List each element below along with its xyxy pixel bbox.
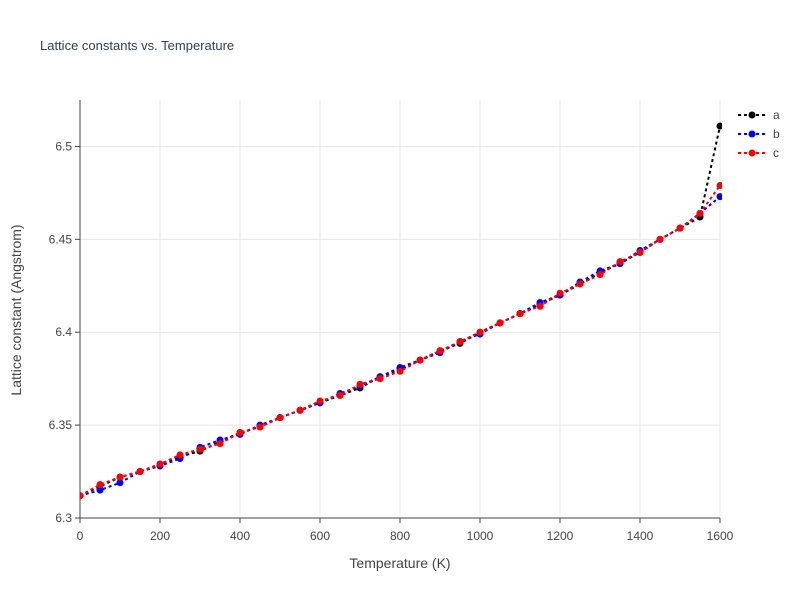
data-point-c[interactable]: [516, 310, 524, 318]
legend-marker: [748, 130, 756, 138]
x-tick-label: 0: [77, 529, 84, 543]
data-point-c[interactable]: [216, 440, 224, 448]
data-point-c[interactable]: [456, 338, 464, 346]
legend-marker: [748, 149, 756, 157]
data-point-c[interactable]: [196, 445, 204, 453]
data-point-b[interactable]: [116, 479, 124, 487]
x-tick-label: 800: [390, 529, 410, 543]
x-tick-label: 200: [150, 529, 170, 543]
data-point-c[interactable]: [636, 248, 644, 256]
data-point-c[interactable]: [316, 397, 324, 405]
x-tick-label: 1000: [467, 529, 494, 543]
data-point-c[interactable]: [656, 235, 664, 243]
data-point-c[interactable]: [616, 258, 624, 266]
data-point-a[interactable]: [716, 122, 724, 130]
data-point-c[interactable]: [496, 319, 504, 327]
data-point-c[interactable]: [336, 391, 344, 399]
axis-layer: 0 200 400 600 800 1000 1200 1400 1600 6.3 6.35 6.4 6…: [49, 100, 734, 543]
data-point-c[interactable]: [476, 328, 484, 336]
data-point-b[interactable]: [716, 193, 724, 201]
data-point-c[interactable]: [136, 468, 144, 476]
data-point-c[interactable]: [596, 271, 604, 279]
y-tick-label: 6.3: [55, 511, 72, 525]
y-tick-label: 6.35: [49, 418, 73, 432]
data-point-c[interactable]: [716, 181, 724, 189]
legend-item-c[interactable]: c: [738, 146, 779, 160]
x-tick-label: 1400: [627, 529, 654, 543]
data-point-c[interactable]: [676, 224, 684, 232]
data-point-c[interactable]: [556, 289, 564, 297]
chart-title: Lattice constants vs. Temperature: [40, 38, 234, 53]
legend-label: c: [773, 146, 779, 160]
data-point-c[interactable]: [376, 375, 384, 383]
series-c: [77, 181, 724, 500]
legend-label: a: [773, 108, 780, 122]
legend-item-a[interactable]: a: [738, 108, 780, 122]
data-point-b[interactable]: [96, 486, 104, 494]
data-point-c[interactable]: [236, 429, 244, 437]
y-tick-label: 6.45: [49, 232, 73, 246]
x-tick-label: 600: [310, 529, 330, 543]
legend-marker: [748, 111, 756, 119]
data-point-c[interactable]: [396, 367, 404, 375]
y-tick-label: 6.4: [55, 325, 72, 339]
data-point-c[interactable]: [576, 280, 584, 288]
legend-label: b: [773, 127, 780, 141]
data-point-c[interactable]: [276, 414, 284, 422]
x-tick-label: 400: [230, 529, 250, 543]
x-axis-label: Temperature (K): [349, 555, 450, 571]
data-point-c[interactable]: [96, 481, 104, 489]
data-point-c[interactable]: [156, 460, 164, 468]
y-tick-label: 6.5: [55, 139, 72, 153]
grid-layer: [80, 100, 721, 518]
data-point-c[interactable]: [176, 451, 184, 459]
data-point-c[interactable]: [116, 473, 124, 481]
legend-item-b[interactable]: b: [738, 127, 780, 141]
series-layer: [77, 122, 724, 500]
legend[interactable]: abc: [738, 108, 780, 160]
y-axis-label: Lattice constant (Angstrom): [8, 224, 24, 395]
data-point-c[interactable]: [696, 209, 704, 217]
data-point-c[interactable]: [416, 356, 424, 364]
x-tick-label: 1200: [547, 529, 574, 543]
x-tick-label: 1600: [707, 529, 734, 543]
data-point-c[interactable]: [296, 406, 304, 414]
data-point-c[interactable]: [77, 492, 84, 500]
data-point-c[interactable]: [436, 347, 444, 355]
data-point-c[interactable]: [536, 302, 544, 310]
data-point-c[interactable]: [256, 423, 264, 431]
data-point-c[interactable]: [356, 380, 364, 388]
